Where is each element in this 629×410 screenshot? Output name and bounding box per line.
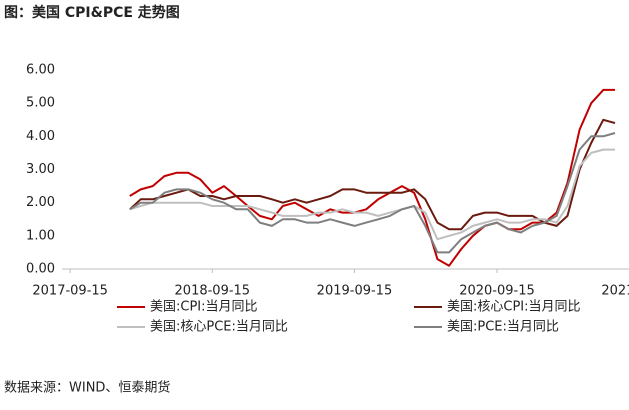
y-tick-label: 5.00 <box>26 96 55 111</box>
legend-label: 美国:核心CPI:当月同比 <box>447 300 581 315</box>
series-line <box>129 118 616 231</box>
x-tick-label: 2021-09-15 <box>601 284 629 299</box>
series-line <box>129 148 615 241</box>
y-tick-label: 0.00 <box>26 262 55 277</box>
x-tick-label: 2020-09-15 <box>459 284 535 299</box>
y-tick-label: 4.00 <box>26 129 55 144</box>
x-tick-label: 2017-09-15 <box>32 284 108 299</box>
y-tick-label: 2.00 <box>26 195 55 210</box>
source-note: 数据来源：WIND、恒泰期货 <box>4 380 170 396</box>
y-tick-label: 1.00 <box>26 228 55 243</box>
series-line <box>129 132 616 254</box>
legend-label: 美国:PCE:当月同比 <box>447 320 559 335</box>
x-tick-label: 2019-09-15 <box>317 284 393 299</box>
legend-label: 美国:CPI:当月同比 <box>150 300 258 315</box>
series-line <box>129 88 615 267</box>
chart-title: 图：美国 CPI&PCE 走势图 <box>4 4 180 21</box>
x-tick-label: 2018-09-15 <box>175 284 251 299</box>
y-tick-label: 6.00 <box>26 63 55 78</box>
y-tick-label: 3.00 <box>26 162 55 177</box>
legend-label: 美国:核心PCE:当月同比 <box>150 320 288 335</box>
